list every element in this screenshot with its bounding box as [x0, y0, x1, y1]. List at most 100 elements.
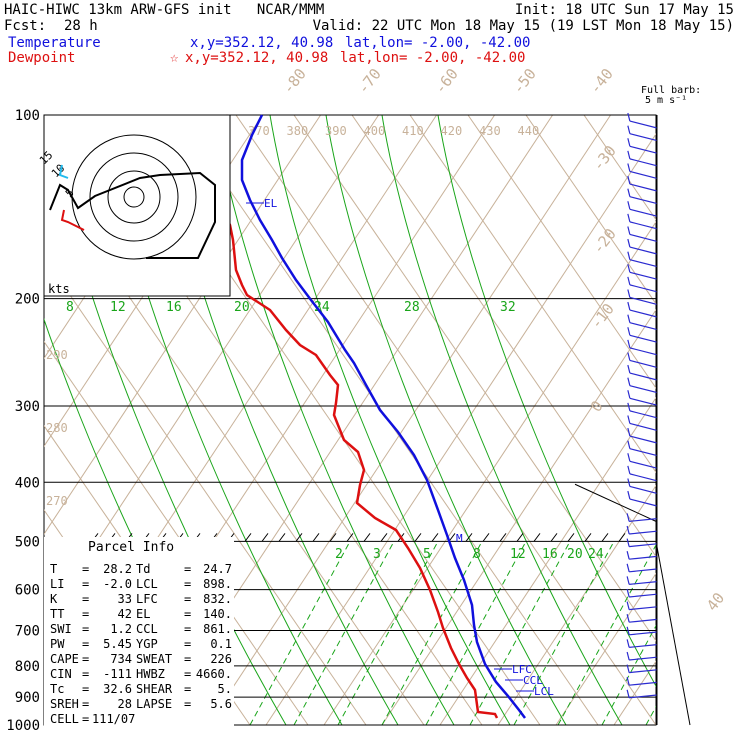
pressure-tick-label: 900	[15, 690, 40, 706]
wind-barb-flag	[627, 150, 631, 160]
wind-barb-shaft	[629, 681, 658, 686]
tick-mark	[346, 533, 354, 542]
isotherm-line	[323, 221, 656, 725]
wind-barb-shaft	[629, 568, 658, 573]
mixing-ratio-label: 12	[510, 547, 526, 562]
tick-mark	[533, 533, 541, 542]
level-marker-label: EL	[264, 197, 278, 210]
wind-barb-flag	[627, 238, 631, 248]
parcel-info-cell: 42	[117, 607, 132, 621]
moist-adiabat-line	[381, 115, 623, 725]
tick-mark	[329, 533, 337, 542]
parcel-info-cell: =	[82, 712, 90, 726]
wind-key-title: Full barb:	[641, 85, 701, 96]
wind-barb-flag	[626, 563, 630, 572]
hodograph-trace-red	[60, 209, 85, 231]
hodograph-frame	[43, 114, 231, 297]
parcel-info-cell: =	[82, 607, 90, 621]
parcel-info-cell: EL	[136, 607, 151, 621]
wind-barb-shaft	[629, 435, 658, 444]
wind-barb-shaft	[629, 593, 658, 598]
wind-key-unit: 5 m s⁻¹	[645, 95, 687, 106]
tick-mark	[278, 533, 286, 542]
parcel-info-cell: SHEAR	[136, 682, 173, 696]
dry-adiabat-line	[583, 115, 656, 221]
frame-diagonal	[574, 483, 657, 522]
tick-mark	[482, 533, 490, 542]
wind-barb-shaft	[629, 422, 658, 431]
parcel-info-cell: =	[82, 637, 90, 651]
wind-barb-flag	[626, 614, 630, 623]
mixing-ratio-label: 2	[335, 547, 343, 562]
theta-e-label: 410	[402, 124, 424, 138]
wind-barb-shaft	[629, 208, 658, 217]
mixing-ratio-line	[381, 541, 483, 725]
isotherm-line	[265, 133, 656, 725]
parcel-info-cell: =	[184, 682, 192, 696]
parcel-info-cell: 4660.	[195, 667, 232, 681]
wind-barb-shaft	[629, 485, 658, 494]
tick-mark	[550, 533, 558, 542]
wind-barb-shaft	[629, 644, 658, 648]
wind-barb-shaft	[629, 284, 658, 293]
theta-e-label: 430	[479, 124, 501, 138]
dry-adiabat-label: 270	[46, 494, 68, 508]
dry-adiabat-label: 290	[46, 348, 68, 362]
saturation-adiabat-label: 8	[66, 300, 74, 315]
theta-e-label: 400	[364, 124, 386, 138]
isotherm-line	[207, 115, 612, 725]
wind-barb-shaft	[629, 656, 658, 661]
dry-adiabat-label: 280	[46, 421, 68, 435]
wind-barb-flag	[627, 490, 631, 500]
parcel-info-cell: 832.	[203, 592, 232, 606]
wind-barb-shaft	[629, 606, 658, 611]
wind-barb-shaft	[629, 448, 658, 457]
wind-barb-flag	[626, 513, 630, 522]
parcel-info-cell: =	[184, 697, 192, 711]
wind-barb-flag	[626, 677, 630, 686]
parcel-info-cell: Td	[136, 562, 151, 576]
wind-barb-flag	[627, 390, 631, 399]
wind-barb-flag	[627, 352, 631, 361]
parcel-info-cell: 28	[117, 697, 132, 711]
wind-barb-shaft	[629, 359, 658, 368]
wind-barb-flag	[627, 201, 631, 210]
parcel-info-cell: CELL	[50, 712, 79, 726]
parcel-info-cell: 33	[117, 592, 132, 606]
hodograph-ring	[123, 186, 145, 208]
wind-barb-shaft	[629, 581, 658, 585]
parcel-info-cell: 5.	[217, 682, 232, 696]
tick-mark	[584, 533, 592, 542]
dry-adiabat-line	[351, 115, 656, 558]
parcel-info-cell: HWBZ	[136, 667, 165, 681]
parcel-info-cell: LCL	[136, 577, 158, 591]
tick-mark	[431, 533, 439, 542]
pressure-tick-label: 600	[15, 583, 40, 599]
wind-barb-flag	[626, 551, 630, 560]
wind-barb-flag	[627, 251, 631, 260]
parcel-info-cell: CCL	[136, 622, 158, 636]
parcel-info-cell: 140.	[203, 607, 232, 621]
mixing-ratio-label: 16	[542, 547, 558, 562]
parcel-info-cell: 24.7	[203, 562, 232, 576]
parcel-info-cell: =	[184, 622, 192, 636]
wind-barb-shaft	[629, 334, 658, 343]
wind-barb-shaft	[629, 618, 658, 623]
mixing-ratio-label: 24	[588, 547, 604, 562]
isotherm-line	[730, 115, 740, 725]
dry-adiabat-line	[44, 340, 309, 725]
wind-barb-shaft	[629, 296, 658, 305]
tick-mark	[363, 533, 371, 542]
saturation-adiabat-label: 24	[314, 300, 330, 315]
parcel-info-cell: -111	[103, 667, 132, 681]
tick-mark	[567, 533, 575, 542]
isotherm-line	[439, 396, 656, 725]
tick-mark	[516, 533, 524, 542]
wind-barb-flag	[627, 163, 631, 172]
mixing-ratio-line	[249, 541, 351, 725]
wind-barb-flag	[627, 138, 631, 147]
parcel-info-cell: 28.2	[103, 562, 132, 576]
parcel-info-cell: 734	[110, 652, 132, 666]
saturation-adiabat-label: 32	[500, 300, 516, 315]
wind-barb-flag	[627, 314, 631, 323]
